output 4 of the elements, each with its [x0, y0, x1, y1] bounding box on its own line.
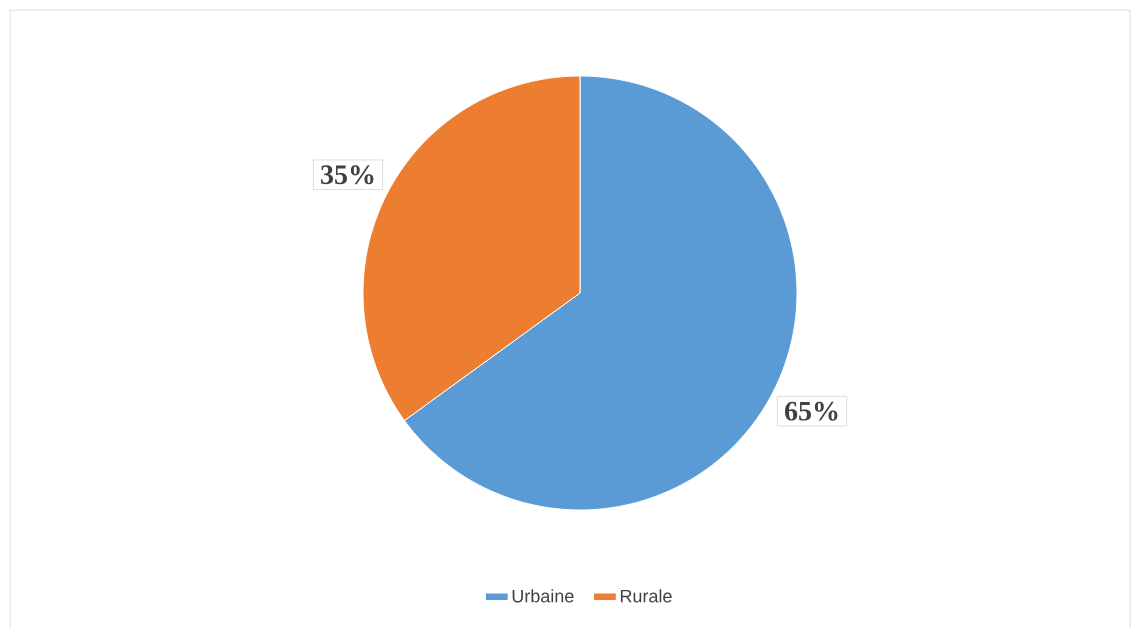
legend-label: Urbaine	[512, 589, 574, 603]
legend-label: Rurale	[620, 589, 672, 603]
data-label: 65%	[784, 401, 838, 421]
data-label: 35%	[321, 165, 374, 185]
